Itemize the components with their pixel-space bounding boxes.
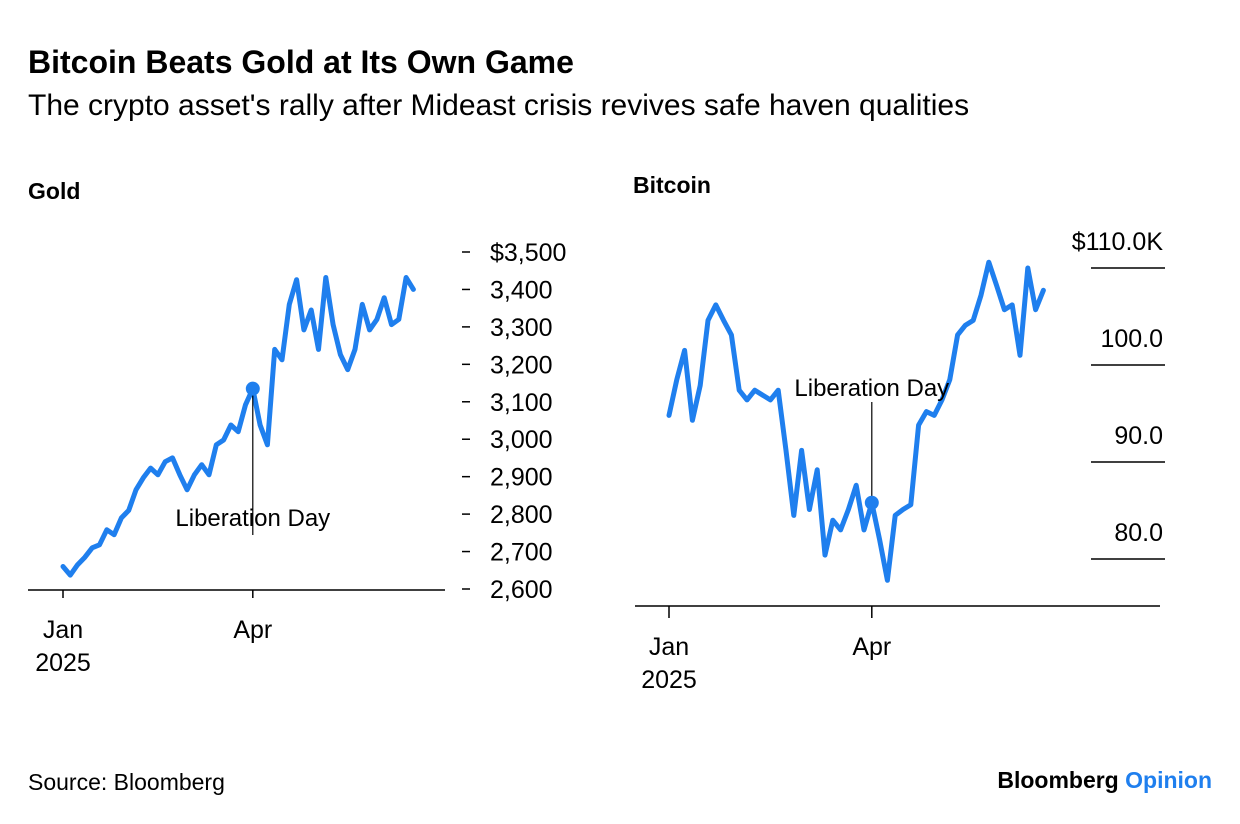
y-tick-label: 100.0: [1100, 325, 1163, 353]
y-tick-label: 2,700: [490, 539, 553, 567]
brand-section: Opinion: [1125, 767, 1212, 793]
brand-name: Bloomberg: [997, 767, 1118, 793]
x-tick-label: Apr: [233, 616, 273, 644]
y-tick-label: 3,300: [490, 314, 553, 342]
y-tick-label: 2,600: [490, 576, 553, 604]
annotation-dot: [245, 381, 260, 396]
x-tick-label: Jan 2025: [35, 616, 91, 677]
brand: Bloomberg Opinion: [997, 767, 1212, 793]
y-tick-label: 2,900: [490, 464, 553, 492]
annotation-dot: [864, 495, 879, 510]
line-series: [666, 259, 1046, 583]
y-tick-label: $110.0K: [1072, 228, 1164, 256]
line-series: [60, 275, 416, 578]
annotation: Liberation Day: [794, 375, 949, 402]
x-tick-label: Jan 2025: [641, 633, 697, 694]
annotation: Liberation Day: [175, 505, 330, 532]
panel-title: Bitcoin: [633, 172, 711, 198]
y-tick-label: 3,400: [490, 276, 553, 304]
y-tick-label: 3,100: [490, 389, 553, 417]
y-tick-label: 80.0: [1114, 519, 1163, 547]
y-tick-label: 2,800: [490, 501, 553, 529]
y-tick-label: 3,000: [490, 426, 553, 454]
panel-title: Gold: [28, 178, 80, 204]
chart-title: Bitcoin Beats Gold at Its Own Game: [28, 44, 574, 80]
y-tick-label: 90.0: [1114, 422, 1163, 450]
y-tick-label: $3,500: [490, 239, 566, 267]
source: Source: Bloomberg: [28, 769, 225, 795]
chart-subtitle: The crypto asset's rally after Mideast c…: [28, 89, 969, 122]
x-tick-label: Apr: [852, 633, 892, 661]
y-tick-label: 3,200: [490, 351, 553, 379]
